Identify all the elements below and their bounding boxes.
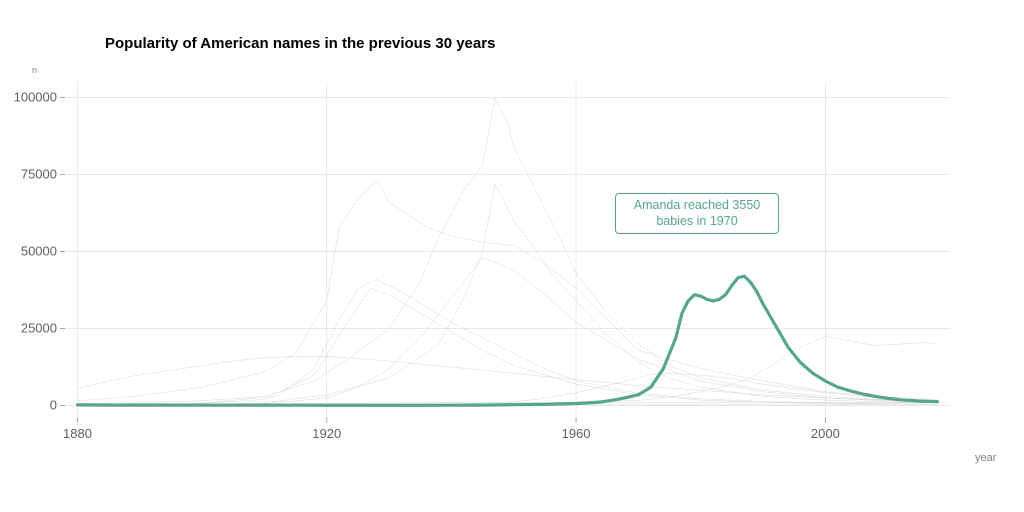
annotation-callout: Amanda reached 3550babies in 1970: [615, 193, 779, 234]
x-tick-label: 2000: [811, 426, 840, 441]
y-tick-label: 100000: [14, 89, 57, 104]
chart-svg: 1880 1920 1960 2000 0 25000 50000 75000 100000: [0, 0, 1024, 512]
chart-container: Popularity of American names in the prev…: [0, 0, 1024, 512]
x-tick-label: 1920: [312, 426, 341, 441]
x-tick-label: 1960: [562, 426, 591, 441]
y-tick-label: 25000: [21, 321, 57, 336]
y-tick-label: 75000: [21, 166, 57, 181]
y-tick-label: 0: [50, 398, 57, 413]
x-tick-label: 1880: [63, 426, 92, 441]
y-tick-label: 50000: [21, 244, 57, 259]
